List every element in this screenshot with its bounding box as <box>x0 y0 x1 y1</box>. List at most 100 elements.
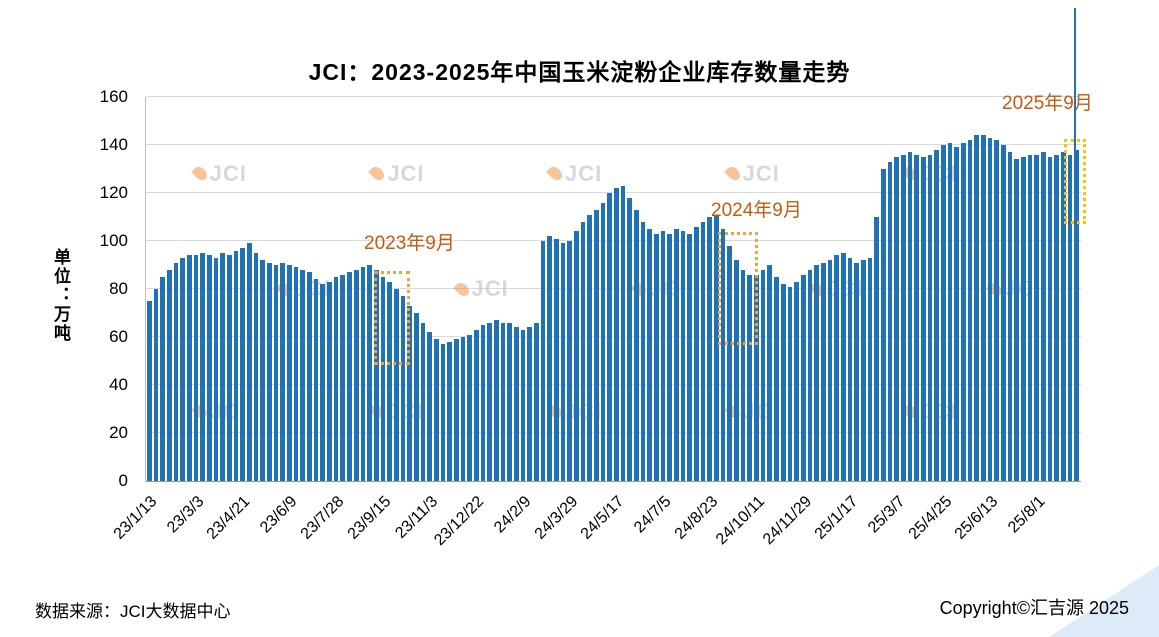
gridline <box>146 240 1081 241</box>
y-tick-label: 80 <box>109 279 128 298</box>
bar <box>1001 145 1006 481</box>
bar <box>393 289 399 481</box>
bar <box>187 255 192 481</box>
gridline <box>146 384 1081 385</box>
x-tick-label: 24/10/11 <box>712 493 769 549</box>
bar <box>987 137 993 481</box>
x-tick-label: 23/7/28 <box>297 493 348 543</box>
bar <box>960 142 966 481</box>
bar <box>220 253 226 481</box>
x-tick-label: 23/6/9 <box>257 493 301 537</box>
bar <box>420 322 426 481</box>
bar <box>307 272 312 481</box>
x-tick-label: 23/12/22 <box>431 493 488 550</box>
bar <box>734 260 739 481</box>
bar <box>814 265 819 481</box>
x-tick-label: 24/5/17 <box>578 493 628 543</box>
corner-decoration <box>1049 565 1159 637</box>
bar <box>820 262 826 481</box>
x-tick-label: 25/8/1 <box>1005 493 1049 537</box>
bar <box>614 188 619 481</box>
watermark-text: JCI <box>742 160 780 186</box>
bar <box>827 260 833 481</box>
bar <box>800 274 806 481</box>
watermark-text: JCI <box>209 160 247 186</box>
bar <box>680 231 686 481</box>
bar <box>854 262 859 481</box>
bar <box>560 243 566 481</box>
bar <box>487 322 492 481</box>
x-tick-label: 25/1/17 <box>811 493 862 543</box>
bar <box>507 322 512 481</box>
bar <box>920 157 926 481</box>
bar <box>233 250 239 481</box>
bar <box>974 135 979 481</box>
bar <box>200 253 206 481</box>
bar <box>894 157 899 481</box>
bar <box>747 274 753 481</box>
bar <box>380 277 386 481</box>
bar <box>594 209 599 481</box>
bar <box>980 135 986 481</box>
bar <box>647 229 653 481</box>
watermark-text: JCI <box>387 160 425 186</box>
bar <box>473 329 479 481</box>
bar <box>934 149 939 481</box>
bar <box>574 231 579 481</box>
bar <box>994 140 999 481</box>
bar <box>1034 154 1040 481</box>
bar <box>347 272 352 481</box>
bar <box>207 255 212 481</box>
bar <box>700 221 706 481</box>
x-tick-label: 24/7/5 <box>631 493 675 537</box>
bar <box>300 269 306 481</box>
jci-watermark: JCI <box>368 160 425 187</box>
bar <box>1067 154 1073 481</box>
bar <box>513 327 519 481</box>
x-tick-label: 25/6/13 <box>952 493 1002 543</box>
x-tick-label: 23/1/13 <box>110 493 161 543</box>
bar <box>847 257 853 481</box>
bar <box>320 284 326 481</box>
jci-watermark: JCI <box>452 276 508 302</box>
bar <box>1027 154 1033 481</box>
bar <box>293 267 299 481</box>
bar <box>954 147 959 481</box>
y-tick-label: 20 <box>109 423 128 442</box>
annotation-2024-sep: 2024年9月 <box>711 200 802 221</box>
bar <box>447 341 452 481</box>
bar <box>707 217 713 481</box>
bar-series <box>146 97 1081 481</box>
bar <box>834 255 839 481</box>
bar <box>260 260 266 481</box>
bar <box>400 296 406 481</box>
bar <box>767 265 773 481</box>
bar <box>367 265 372 481</box>
y-tick-label: 40 <box>109 375 128 394</box>
bar <box>694 226 699 481</box>
bar <box>927 154 933 481</box>
bar <box>553 238 559 481</box>
data-source-note: 数据来源：JCI大数据中心 <box>35 602 231 621</box>
bar <box>453 339 459 481</box>
gridline <box>146 336 1081 337</box>
bar <box>660 231 666 481</box>
gridline <box>146 96 1081 97</box>
bar <box>607 193 613 481</box>
bar <box>640 221 646 481</box>
y-tick-label: 120 <box>99 183 128 202</box>
bar <box>880 169 886 481</box>
x-tick-label: 23/4/21 <box>204 493 254 543</box>
bar <box>874 217 879 481</box>
x-tick-label: 23/9/15 <box>344 493 395 543</box>
bar <box>180 257 186 481</box>
bar <box>760 269 766 481</box>
bar <box>500 322 506 481</box>
bar <box>493 320 499 481</box>
x-tick-label: 23/3/3 <box>163 493 208 537</box>
bar <box>1047 157 1053 481</box>
bar <box>160 277 166 481</box>
bar <box>780 284 786 481</box>
bar <box>173 262 179 481</box>
